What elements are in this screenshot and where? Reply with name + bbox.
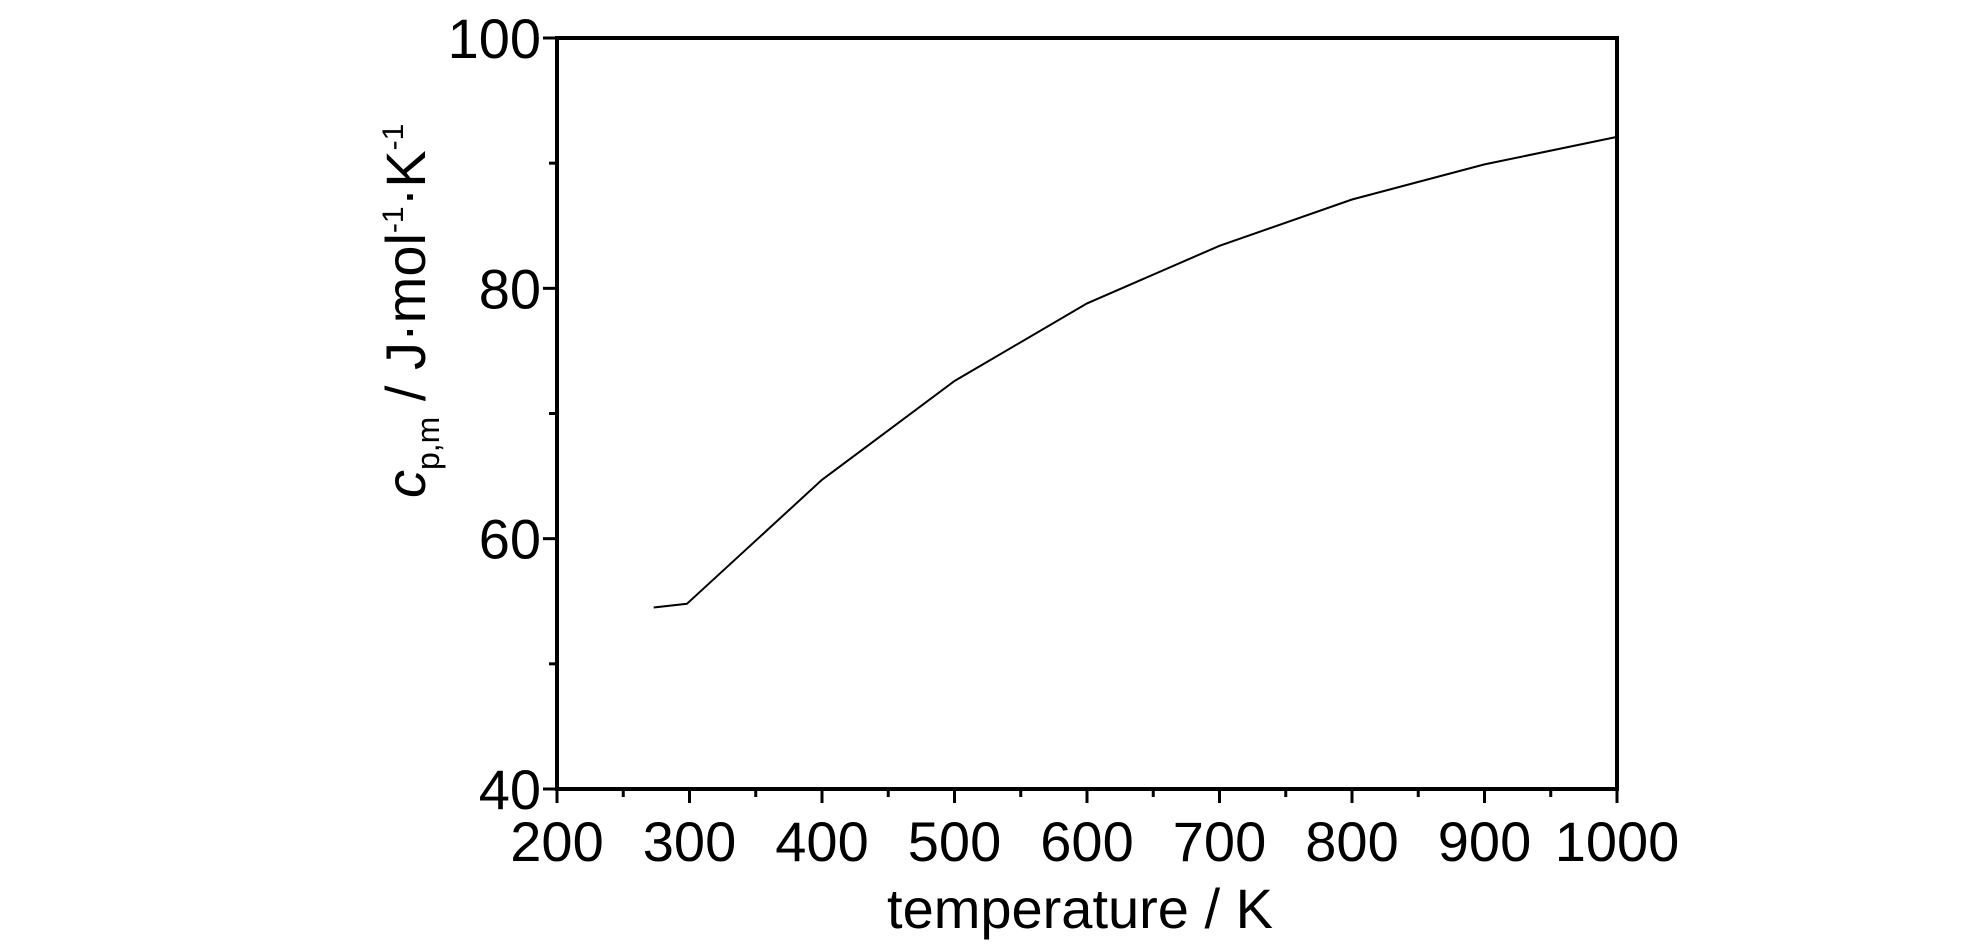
y-tick-label: 60	[479, 508, 541, 571]
y-axis-unit-mid: ·K	[374, 150, 437, 206]
plot-frame	[555, 36, 1619, 791]
x-axis-label: temperature / K	[887, 877, 1273, 940]
x-tick-label: 700	[1173, 810, 1266, 873]
y-axis-unit-prefix: / J·mol	[374, 233, 437, 417]
x-tick-label: 1000	[1555, 810, 1680, 873]
x-tick-label: 800	[1305, 810, 1398, 873]
series-line	[653, 135, 1618, 609]
y-tick-labels: 40 60 80 100	[448, 7, 541, 821]
x-tick-label: 600	[1040, 810, 1133, 873]
y-axis-exponent-2: -1	[377, 124, 410, 151]
series-layer	[653, 135, 1618, 609]
x-tick-label: 300	[643, 810, 736, 873]
axis-ticks	[543, 36, 1619, 803]
y-axis-symbol: c	[374, 470, 437, 498]
x-tick-label: 400	[775, 810, 868, 873]
x-tick-label: 900	[1438, 810, 1531, 873]
y-axis-label: cp,m / J·mol-1·K-1	[374, 124, 446, 498]
y-tick-label: 100	[448, 7, 541, 70]
y-axis-subscript: p,m	[410, 417, 446, 470]
y-tick-label: 80	[479, 257, 541, 320]
plot-frame-rect	[555, 36, 1619, 791]
y-tick-label: 40	[479, 758, 541, 821]
x-tick-labels: 200 300 400 500 600 700 800 900 1000	[510, 810, 1679, 873]
y-axis-exponent-1: -1	[377, 206, 410, 233]
x-tick-label: 200	[510, 810, 603, 873]
x-tick-label: 500	[908, 810, 1001, 873]
